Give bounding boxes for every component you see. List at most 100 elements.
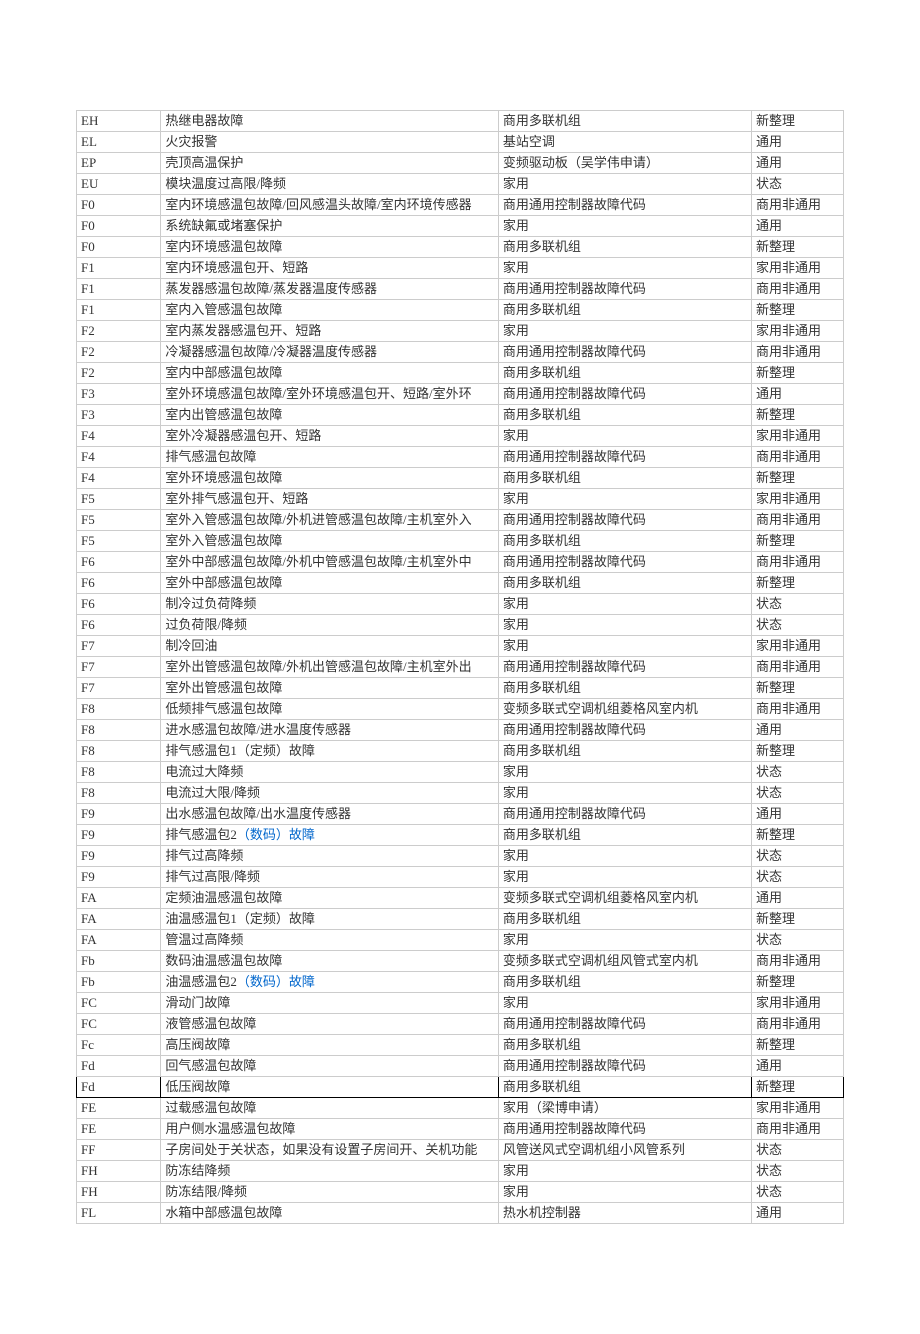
description-cell: 室外环境感温包故障 — [161, 468, 498, 489]
status-cell: 新整理 — [751, 237, 843, 258]
category-cell: 家用 — [498, 1182, 751, 1203]
description-cell: 高压阀故障 — [161, 1035, 498, 1056]
code-cell: F7 — [77, 636, 161, 657]
category-cell: 风管送风式空调机组小风管系列 — [498, 1140, 751, 1161]
code-cell: F9 — [77, 804, 161, 825]
table-row: F1室内环境感温包开、短路家用家用非通用 — [77, 258, 844, 279]
status-cell: 通用 — [751, 132, 843, 153]
description-link[interactable]: （数码）故障 — [237, 974, 315, 989]
description-text: 排气感温包2 — [165, 827, 237, 842]
description-cell: 室内出管感温包故障 — [161, 405, 498, 426]
description-cell: 水箱中部感温包故障 — [161, 1203, 498, 1224]
table-row: F9排气过高限/降频家用状态 — [77, 867, 844, 888]
table-row: F8排气感温包1（定频）故障商用多联机组新整理 — [77, 741, 844, 762]
status-cell: 状态 — [751, 1140, 843, 1161]
description-cell: 滑动门故障 — [161, 993, 498, 1014]
table-row: F3室外环境感温包故障/室外环境感温包开、短路/室外环商用通用控制器故障代码通用 — [77, 384, 844, 405]
category-cell: 商用多联机组 — [498, 972, 751, 993]
status-cell: 家用非通用 — [751, 426, 843, 447]
code-cell: Fc — [77, 1035, 161, 1056]
category-cell: 商用通用控制器故障代码 — [498, 1014, 751, 1035]
code-cell: F8 — [77, 741, 161, 762]
code-cell: EL — [77, 132, 161, 153]
description-cell: 排气过高降频 — [161, 846, 498, 867]
status-cell: 通用 — [751, 720, 843, 741]
table-row: Fd回气感温包故障商用通用控制器故障代码通用 — [77, 1056, 844, 1077]
code-cell: F3 — [77, 384, 161, 405]
table-row: F8电流过大限/降频家用状态 — [77, 783, 844, 804]
description-cell: 系统缺氟或堵塞保护 — [161, 216, 498, 237]
table-row: F1蒸发器感温包故障/蒸发器温度传感器商用通用控制器故障代码商用非通用 — [77, 279, 844, 300]
status-cell: 家用非通用 — [751, 321, 843, 342]
description-cell: 室外中部感温包故障/外机中管感温包故障/主机室外中 — [161, 552, 498, 573]
code-cell: F0 — [77, 237, 161, 258]
table-row: F0系统缺氟或堵塞保护家用通用 — [77, 216, 844, 237]
code-cell: FE — [77, 1098, 161, 1119]
status-cell: 新整理 — [751, 405, 843, 426]
status-cell: 家用非通用 — [751, 489, 843, 510]
category-cell: 变频多联式空调机组菱格风室内机 — [498, 888, 751, 909]
table-row: F2冷凝器感温包故障/冷凝器温度传感器商用通用控制器故障代码商用非通用 — [77, 342, 844, 363]
status-cell: 商用非通用 — [751, 699, 843, 720]
code-cell: F4 — [77, 426, 161, 447]
status-cell: 通用 — [751, 384, 843, 405]
category-cell: 商用多联机组 — [498, 909, 751, 930]
description-cell: 防冻结降频 — [161, 1161, 498, 1182]
code-cell: FA — [77, 909, 161, 930]
description-cell: 低压阀故障 — [161, 1077, 498, 1098]
description-cell: 室内中部感温包故障 — [161, 363, 498, 384]
status-cell: 通用 — [751, 153, 843, 174]
description-cell: 室外排气感温包开、短路 — [161, 489, 498, 510]
description-cell: 冷凝器感温包故障/冷凝器温度传感器 — [161, 342, 498, 363]
status-cell: 通用 — [751, 216, 843, 237]
code-cell: EP — [77, 153, 161, 174]
table-row: F4室外冷凝器感温包开、短路家用家用非通用 — [77, 426, 844, 447]
description-cell: 出水感温包故障/出水温度传感器 — [161, 804, 498, 825]
description-cell: 火灾报警 — [161, 132, 498, 153]
code-cell: F0 — [77, 195, 161, 216]
category-cell: 商用多联机组 — [498, 573, 751, 594]
code-cell: F5 — [77, 489, 161, 510]
code-cell: F2 — [77, 342, 161, 363]
code-cell: Fb — [77, 972, 161, 993]
code-cell: FA — [77, 930, 161, 951]
code-cell: FL — [77, 1203, 161, 1224]
description-cell: 电流过大降频 — [161, 762, 498, 783]
table-row: FC滑动门故障家用家用非通用 — [77, 993, 844, 1014]
table-row: F6制冷过负荷降频家用状态 — [77, 594, 844, 615]
table-row: F0室内环境感温包故障/回风感温头故障/室内环境传感器商用通用控制器故障代码商用… — [77, 195, 844, 216]
category-cell: 家用 — [498, 783, 751, 804]
code-cell: Fd — [77, 1056, 161, 1077]
status-cell: 通用 — [751, 888, 843, 909]
status-cell: 商用非通用 — [751, 195, 843, 216]
category-cell: 变频多联式空调机组风管式室内机 — [498, 951, 751, 972]
description-cell: 热继电器故障 — [161, 111, 498, 132]
category-cell: 家用 — [498, 174, 751, 195]
table-row: F9排气感温包2（数码）故障商用多联机组新整理 — [77, 825, 844, 846]
category-cell: 商用通用控制器故障代码 — [498, 1056, 751, 1077]
code-cell: FC — [77, 1014, 161, 1035]
status-cell: 新整理 — [751, 678, 843, 699]
description-cell: 室外入管感温包故障 — [161, 531, 498, 552]
code-cell: F7 — [77, 657, 161, 678]
category-cell: 商用多联机组 — [498, 405, 751, 426]
status-cell: 家用非通用 — [751, 258, 843, 279]
fault-code-table: EH热继电器故障商用多联机组新整理EL火灾报警基站空调通用EP壳顶高温保护变频驱… — [76, 110, 844, 1224]
table-row: FE过载感温包故障家用（梁博申请）家用非通用 — [77, 1098, 844, 1119]
code-cell: F7 — [77, 678, 161, 699]
category-cell: 商用多联机组 — [498, 1077, 751, 1098]
status-cell: 商用非通用 — [751, 657, 843, 678]
code-cell: F1 — [77, 279, 161, 300]
category-cell: 变频驱动板（吴学伟申请） — [498, 153, 751, 174]
table-row: Fd低压阀故障商用多联机组新整理 — [77, 1077, 844, 1098]
category-cell: 商用通用控制器故障代码 — [498, 279, 751, 300]
table-row: EH热继电器故障商用多联机组新整理 — [77, 111, 844, 132]
table-row: FH防冻结降频家用状态 — [77, 1161, 844, 1182]
category-cell: 家用 — [498, 216, 751, 237]
description-link[interactable]: （数码）故障 — [237, 827, 315, 842]
category-cell: 商用通用控制器故障代码 — [498, 804, 751, 825]
status-cell: 新整理 — [751, 972, 843, 993]
table-row: F5室外入管感温包故障商用多联机组新整理 — [77, 531, 844, 552]
status-cell: 新整理 — [751, 468, 843, 489]
code-cell: F6 — [77, 573, 161, 594]
